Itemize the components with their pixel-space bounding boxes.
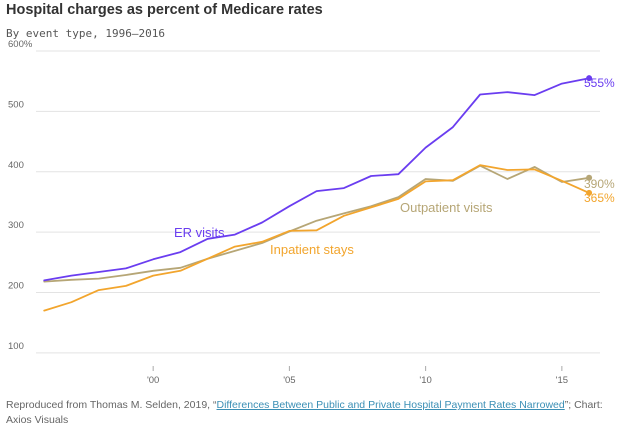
source-prefix: Reproduced from Thomas M. Selden, 2019, … xyxy=(6,399,217,411)
series-line-er xyxy=(43,77,590,282)
chart-subtitle: By event type, 1996–2016 xyxy=(6,27,165,40)
series-label-er: ER visits xyxy=(174,225,225,240)
chart-title: Hospital charges as percent of Medicare … xyxy=(6,2,323,18)
end-label-inpatient: 365% xyxy=(584,191,615,205)
x-tick-label: '15 xyxy=(556,375,568,386)
end-point-er xyxy=(586,75,593,82)
series-label-outpatient: Outpatient visits xyxy=(400,200,493,215)
y-tick-label: 200 xyxy=(8,281,24,292)
end-label-er: 555% xyxy=(584,76,615,90)
series-line-inpatient xyxy=(43,164,590,312)
series-layer xyxy=(43,75,593,312)
y-tick-label: 300 xyxy=(8,220,24,231)
source-link[interactable]: Differences Between Public and Private H… xyxy=(216,399,565,411)
end-point-inpatient xyxy=(586,189,593,196)
line-chart: 100 200 300 400 500 600% '00 '05 '10 '15 ER visi… xyxy=(8,39,615,386)
series-labels: ER visits Inpatient stays Outpatient vis… xyxy=(174,76,615,257)
x-tick-label: '10 xyxy=(419,375,431,386)
end-label-outpatient: 390% xyxy=(584,177,615,191)
x-tick-label: '00 xyxy=(147,375,159,386)
end-point-outpatient xyxy=(586,174,593,181)
grid-layer xyxy=(36,50,600,354)
source-suffix: ”; Chart: Axios Visuals xyxy=(6,399,603,426)
y-axis-ticks: 100 200 300 400 500 600% xyxy=(8,39,33,352)
y-tick-label: 400 xyxy=(8,160,24,171)
x-axis-ticks: '00 '05 '10 '15 xyxy=(147,366,568,386)
x-tick-label: '05 xyxy=(283,375,295,386)
y-tick-label: 500 xyxy=(8,99,24,110)
source-note: Reproduced from Thomas M. Selden, 2019, … xyxy=(6,398,606,428)
series-line-outpatient xyxy=(43,164,590,283)
series-label-inpatient: Inpatient stays xyxy=(270,242,354,257)
y-tick-label: 100 xyxy=(8,341,24,352)
y-tick-label: 600% xyxy=(8,39,33,50)
